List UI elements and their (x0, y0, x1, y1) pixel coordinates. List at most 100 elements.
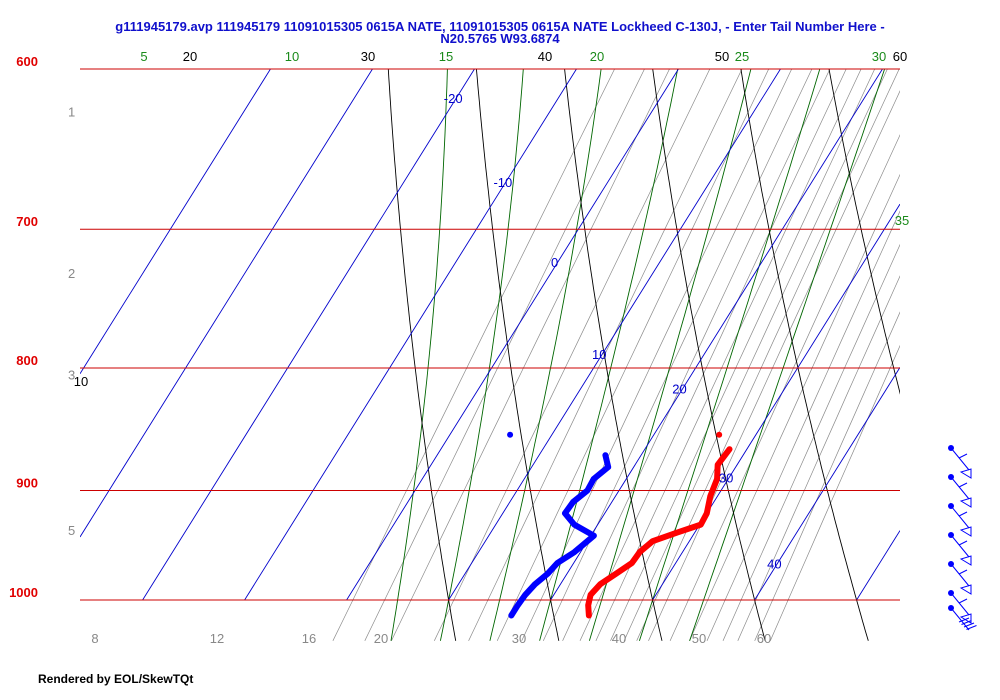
isotherm-label: -20 (444, 91, 463, 106)
temperature-axis-label: 20 (374, 631, 388, 646)
isotherm-line (448, 69, 781, 601)
wind-barbs (948, 445, 977, 631)
mixing-ratio-line (636, 69, 900, 641)
moist-adiabat-label: 35 (895, 213, 909, 228)
mixing-ratio-line (722, 243, 900, 641)
chart-title-line2: N20.5765 W93.6874 (440, 31, 560, 46)
wind-barb (948, 590, 972, 624)
mixing-ratio-line (610, 69, 876, 641)
isotherm-line (652, 203, 900, 601)
isotherm-line (80, 69, 373, 538)
dry-adiabats (387, 69, 1000, 641)
pressure-label: 1000 (9, 585, 38, 600)
temperature-axis-label: 8 (91, 631, 98, 646)
dry-adiabat (917, 69, 1000, 641)
dewpoint-point (507, 431, 514, 438)
temperature-axis-label: 30 (512, 631, 526, 646)
isotherm-label: 20 (672, 382, 686, 397)
moist-adiabat (539, 69, 679, 641)
temperature-profile (585, 446, 733, 619)
isotherm-label: 10 (592, 347, 606, 362)
mixing-ratio-line (623, 69, 888, 641)
temperature-axis-label: 50 (692, 631, 706, 646)
pressure-label: 900 (16, 475, 38, 490)
isotherm-line (754, 367, 900, 601)
dry-adiabat (475, 69, 560, 641)
moist-adiabat (439, 69, 524, 641)
dry-adiabat (828, 69, 900, 395)
moist-adiabat-label: 10 (285, 49, 299, 64)
isotherm-line (244, 69, 577, 601)
mixing-ratio-line (542, 69, 813, 641)
moist-adiabat-label: 15 (439, 49, 453, 64)
dry-adiabat (652, 69, 766, 641)
isotherm-line (856, 530, 900, 601)
mixing-ratio-line (669, 134, 900, 641)
mixing-ratio-line (496, 69, 770, 641)
height-label: 2 (68, 266, 75, 281)
temperature-axis-label: 60 (757, 631, 771, 646)
isotherm-label: 30 (719, 470, 733, 485)
isobars (80, 68, 900, 601)
dry-adiabat-label: 60 (893, 49, 907, 64)
pressure-label: 800 (16, 353, 38, 368)
wind-barb (948, 445, 972, 479)
dry-adiabat (740, 69, 869, 641)
isotherm-label: 40 (767, 556, 781, 571)
height-label: 5 (68, 523, 75, 538)
dry-adiabat-label: 50 (715, 49, 729, 64)
moist-adiabat (638, 69, 821, 641)
mixing-ratio-line (579, 69, 847, 641)
dewpoint-profile (508, 452, 612, 619)
isotherm-line (346, 69, 679, 601)
mixing-ratio-lines (332, 69, 900, 641)
height-label: 1 (68, 104, 75, 119)
isotherm-line (80, 69, 271, 374)
moist-adiabat-label: 5 (140, 49, 147, 64)
dry-adiabat (387, 69, 457, 641)
wind-barb (948, 503, 972, 537)
height-label: 3 (68, 368, 75, 383)
mixing-ratio-line (648, 90, 900, 641)
temperature-axis-label: 40 (612, 631, 626, 646)
dry-adiabat (564, 69, 663, 641)
pressure-label: 600 (16, 54, 38, 69)
moist-adiabat (588, 69, 752, 641)
mixing-ratio-line (468, 69, 743, 641)
moist-adiabat-label: 20 (590, 49, 604, 64)
mixing-ratio-line (769, 344, 900, 641)
mixing-ratio-line (391, 69, 670, 641)
chart-title-line1: g111945179.avp 111945179 11091015305 061… (115, 19, 884, 34)
isotherm-line (142, 69, 475, 601)
moist-adiabat-label: 25 (735, 49, 749, 64)
wind-barb (948, 605, 977, 631)
isotherms (80, 69, 900, 601)
temperature-axis-label: 16 (302, 631, 316, 646)
isotherm-label: -10 (493, 175, 512, 190)
moist-adiabat (689, 69, 886, 641)
pressure-label: 700 (16, 214, 38, 229)
temperature-point (716, 431, 723, 438)
moist-adiabat-label: 30 (872, 49, 886, 64)
dry-adiabat-label: 40 (538, 49, 552, 64)
isotherm-label: 0 (551, 255, 558, 270)
wind-barb (948, 532, 972, 566)
mixing-ratio-line (754, 311, 900, 641)
mixing-ratio-line (737, 275, 900, 641)
moist-adiabat (489, 69, 602, 641)
temperature-axis-label: 12 (210, 631, 224, 646)
wind-barb (948, 474, 972, 508)
mixing-ratio-line (521, 69, 793, 641)
mixing-ratio-line (562, 69, 831, 641)
mixing-ratio-line (332, 69, 615, 641)
mixing-ratio-line (689, 173, 900, 641)
dry-adiabat-label: 10 (74, 374, 88, 389)
sounding-profiles (507, 431, 733, 619)
dry-adiabat-label: 30 (361, 49, 375, 64)
wind-barb (948, 561, 972, 595)
mixing-ratio-line (706, 210, 900, 641)
isotherm-line (550, 69, 883, 601)
